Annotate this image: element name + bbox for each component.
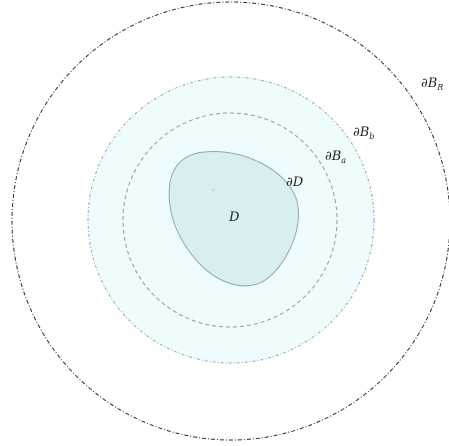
ball-r-label: ∂BR (421, 76, 443, 92)
ball-r-boundary (11, 1, 449, 441)
center-point (212, 189, 214, 191)
ball-a-label: ∂Ba (325, 149, 346, 165)
region-d (168, 150, 299, 287)
ball-b-label: ∂Bb (353, 125, 374, 141)
region-label: D (228, 210, 240, 225)
ball-a-boundary (122, 112, 338, 328)
boundary-d-label: ∂D (286, 175, 304, 190)
